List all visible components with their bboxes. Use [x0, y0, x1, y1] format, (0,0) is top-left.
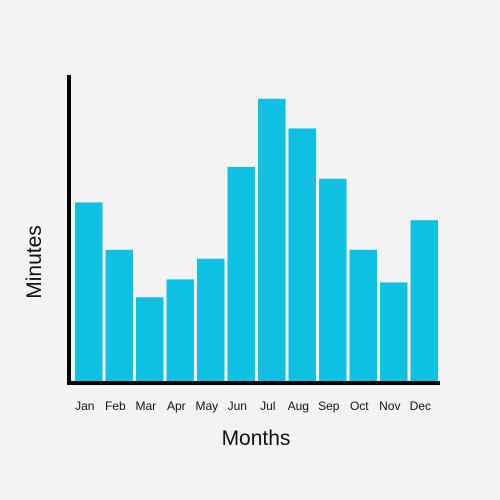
bar-feb	[105, 249, 133, 383]
bars-group	[75, 98, 438, 384]
x-tick-label-nov: Nov	[379, 399, 400, 413]
x-tick-label-sep: Sep	[318, 399, 340, 413]
bar-nov	[380, 282, 408, 383]
bar-jan	[75, 202, 103, 383]
x-tick-label-apr: Apr	[167, 399, 186, 413]
x-tick-label-mar: Mar	[135, 399, 156, 413]
bar-may	[197, 258, 225, 383]
bar-oct	[349, 249, 377, 383]
bar-sep	[319, 178, 347, 383]
x-tick-label-jul: Jul	[260, 399, 275, 413]
y-axis-title: Minutes	[23, 225, 46, 299]
bar-apr	[166, 279, 194, 383]
x-tick-label-feb: Feb	[105, 399, 126, 413]
x-tick-label-aug: Aug	[288, 399, 309, 413]
x-tick-label-may: May	[195, 399, 218, 413]
x-tick-labels: Jan Feb Mar Apr May Jun Jul Aug Sep Oct Nov Dec	[75, 399, 431, 413]
x-axis-title: Months	[222, 427, 291, 450]
x-tick-label-oct: Oct	[350, 399, 369, 413]
bar-jun	[227, 166, 255, 383]
bar-dec	[410, 220, 438, 383]
x-tick-label-dec: Dec	[410, 399, 431, 413]
bar-jul	[258, 98, 286, 384]
x-tick-label-jun: Jun	[228, 399, 247, 413]
bar-aug	[288, 128, 316, 383]
x-tick-label-jan: Jan	[75, 399, 94, 413]
bar-mar	[136, 297, 164, 383]
